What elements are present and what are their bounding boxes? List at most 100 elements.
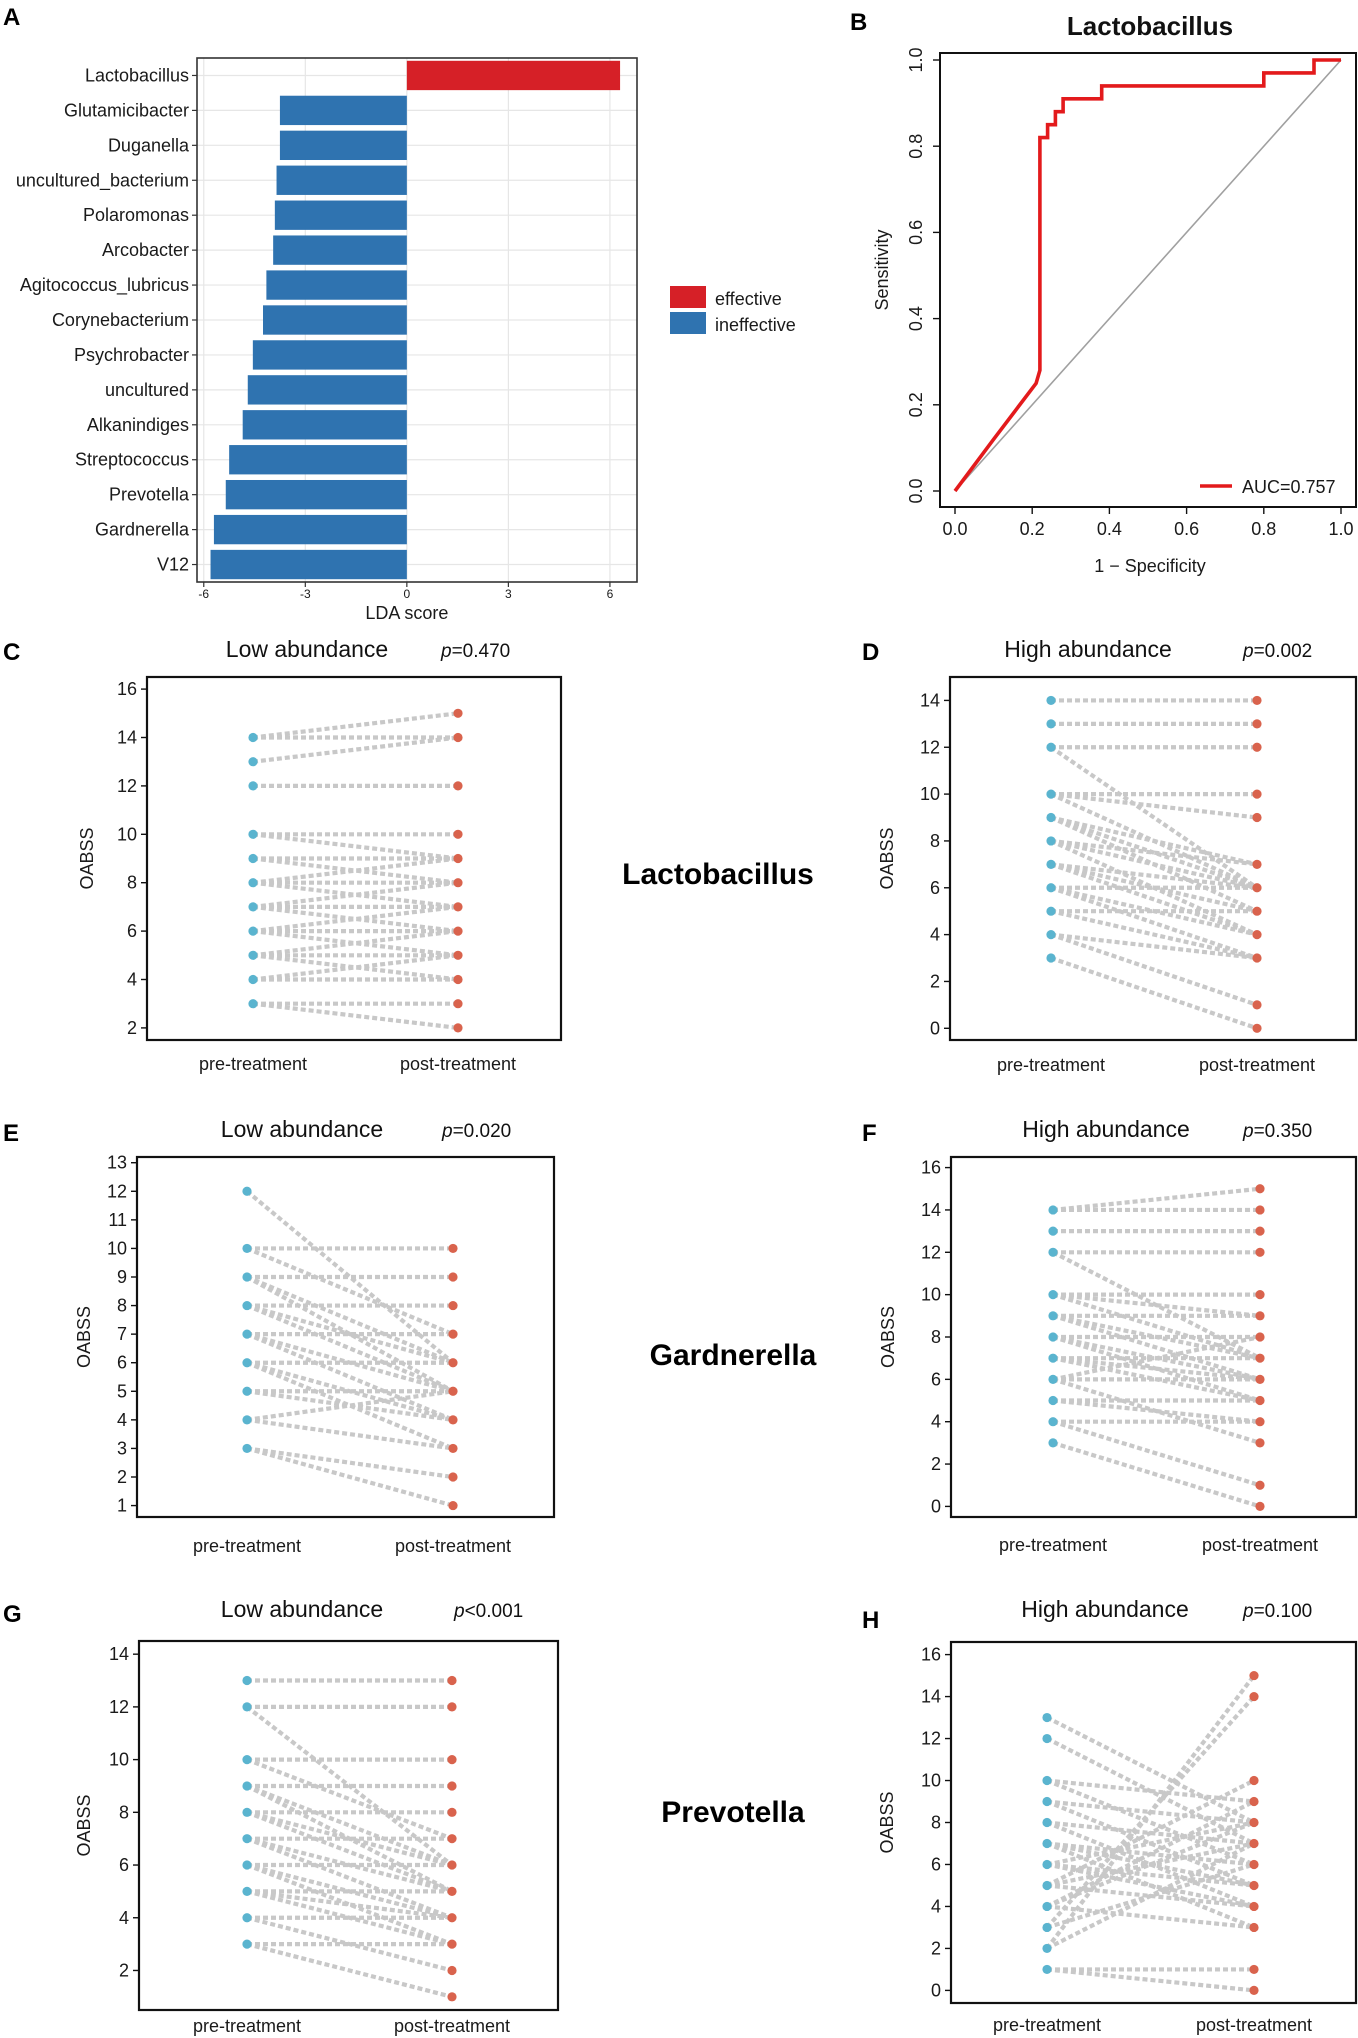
panel-letter-a: A (3, 4, 20, 31)
p-value: p=0.470 (440, 641, 510, 662)
panel-letter-g: G (3, 1601, 22, 1628)
paired-connector (1050, 838, 1258, 890)
pre-treatment-point (1048, 1417, 1058, 1427)
post-treatment-point (1249, 1691, 1259, 1702)
post-treatment-point (447, 1965, 457, 1976)
y-tick-label: 0.0 (906, 478, 926, 503)
post-treatment-point (447, 1702, 457, 1712)
y-tick-label: 3 (117, 1438, 127, 1458)
paired-connector (1052, 1356, 1261, 1382)
panel-letter-d: D (862, 639, 879, 666)
paired-connector (252, 929, 459, 958)
p-symbol: p (1242, 1601, 1254, 1622)
post-treatment-point (1249, 1817, 1259, 1828)
post-treatment-point (1255, 1417, 1265, 1427)
post-treatment-point (1249, 1670, 1259, 1681)
paired-connector (252, 953, 459, 982)
paired-connector (1046, 1862, 1255, 1888)
y-tick-label: 10 (921, 1771, 941, 1791)
y-tick-label: 2 (931, 1938, 941, 1958)
y-axis-title: OABSS (74, 1306, 94, 1368)
paired-connector (246, 1332, 454, 1394)
pre-treatment-point (242, 1415, 252, 1425)
pre-treatment-point (248, 853, 258, 864)
y-tick-label: 6 (930, 878, 940, 898)
paired-connector (246, 1810, 453, 1894)
category-label: Alkanindiges (87, 415, 189, 435)
pre-treatment-point (242, 1834, 252, 1844)
paired-connector (246, 1784, 453, 1867)
pre-treatment-point (248, 757, 258, 767)
pre-treatment-point (1048, 1205, 1058, 1215)
y-tick-label: 12 (109, 1697, 129, 1717)
paired-connector (246, 1915, 453, 1973)
y-tick-label: 12 (921, 1242, 941, 1262)
bar-prevotella (225, 479, 407, 510)
post-treatment-point (447, 1939, 457, 1949)
post-treatment-point (1249, 1838, 1259, 1849)
paired-connector (1046, 1841, 1255, 1930)
paired-connector (252, 832, 459, 861)
pre-treatment-point (242, 1755, 252, 1765)
pre-treatment-point (248, 781, 258, 791)
category-label: Glutamicibacter (64, 100, 189, 120)
pre-treatment-point (242, 1939, 252, 1949)
legend-swatch-ineffective (670, 312, 706, 334)
post-treatment-point (447, 1834, 457, 1844)
post-treatment-point (1255, 1311, 1265, 1321)
chart-title: High abundance (1004, 636, 1172, 662)
x-tick-label: 6 (607, 587, 614, 601)
y-tick-label: 14 (109, 1644, 129, 1664)
paired-connector (1046, 1820, 1255, 1909)
paired-connector (246, 1889, 453, 1947)
paired-connector (1052, 1186, 1261, 1213)
chart-title: High abundance (1022, 1116, 1190, 1142)
pre-treatment-point (242, 1913, 252, 1923)
paired-connector (252, 856, 459, 885)
post-treatment-point (1252, 883, 1262, 893)
paired-connector (1052, 1356, 1261, 1403)
bar-gardnerella (213, 514, 407, 545)
legend-swatch-effective (670, 286, 706, 308)
paired-connector (246, 1303, 454, 1365)
post-treatment-point (1249, 1796, 1259, 1807)
y-tick-label: 14 (117, 728, 137, 748)
panel-b-roc-curve: Lactobacillus 0.0 0.2 0.4 0.6 0.8 1.0 0.0 0.2 0.4… (872, 11, 1357, 576)
paired-connector (245, 1705, 454, 1867)
y-tick-label: 2 (931, 1454, 941, 1474)
paired-connector (1052, 1419, 1261, 1488)
paired-connector (246, 1836, 453, 1920)
genus-label-lactobacillus: Lactobacillus (622, 858, 814, 891)
post-treatment-point (453, 878, 463, 888)
paired-connector (246, 1942, 453, 1999)
bar-streptococcus (229, 445, 407, 475)
plot-frame (145, 675, 563, 1042)
x-tick-label: -3 (300, 587, 311, 601)
x-category-post: post-treatment (395, 1536, 511, 1556)
pre-treatment-point (248, 878, 258, 888)
pre-treatment-point (242, 1386, 252, 1396)
paired-connector (1050, 932, 1258, 1007)
paired-connector (1049, 745, 1259, 890)
y-axis-title: OABSS (877, 827, 897, 889)
category-label: Prevotella (109, 485, 190, 505)
post-treatment-point (1249, 1964, 1259, 1975)
x-category-pre: pre-treatment (199, 1054, 307, 1074)
y-axis-title: OABSS (74, 1794, 94, 1856)
y-tick-label: 2 (127, 1018, 137, 1038)
post-treatment-point (1252, 953, 1262, 963)
pre-treatment-point (1042, 1712, 1052, 1723)
genus-label-gardnerella: Gardnerella (650, 1339, 817, 1372)
category-label: Polaromonas (83, 205, 189, 225)
paired-connector (246, 1863, 453, 1947)
pre-treatment-point (242, 1781, 252, 1791)
post-treatment-point (447, 1992, 457, 2002)
y-tick-label: 6 (119, 1855, 129, 1875)
post-treatment-point (447, 1913, 457, 1923)
post-treatment-point (1255, 1353, 1265, 1363)
x-tick-label: -6 (198, 587, 209, 601)
paired-connector (1046, 1967, 1255, 1993)
p-symbol: p (440, 641, 452, 662)
x-category-post: post-treatment (400, 1054, 516, 1074)
pre-treatment-point (1048, 1247, 1058, 1257)
